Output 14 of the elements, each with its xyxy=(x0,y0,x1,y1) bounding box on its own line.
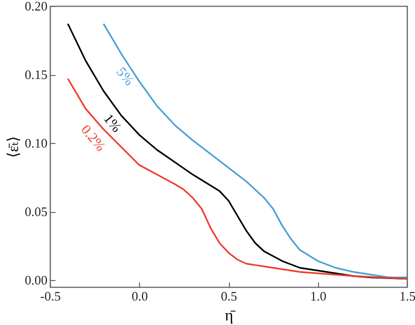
text: 1% xyxy=(100,112,124,136)
text: 5% xyxy=(112,64,136,90)
y-tick-label: 0.00 xyxy=(24,272,48,288)
y-tick-label: 0.15 xyxy=(24,67,48,82)
y-tick-label: 0.05 xyxy=(24,204,48,220)
x-axis-title: η̄ xyxy=(224,308,236,324)
x-tick-label: 1.0 xyxy=(310,288,326,304)
y-axis-title: ⟨ε̄ₜ⟩ xyxy=(6,136,22,158)
x-tick-label: 0.0 xyxy=(132,288,148,304)
x-tick-label: 0.5 xyxy=(220,288,238,304)
y-tick-label: 0.10 xyxy=(24,136,48,151)
x-tick-label: 1.5 xyxy=(399,288,415,304)
y-tick-label: 0.20 xyxy=(24,0,48,14)
x-tick-label: -0.5 xyxy=(40,288,61,304)
